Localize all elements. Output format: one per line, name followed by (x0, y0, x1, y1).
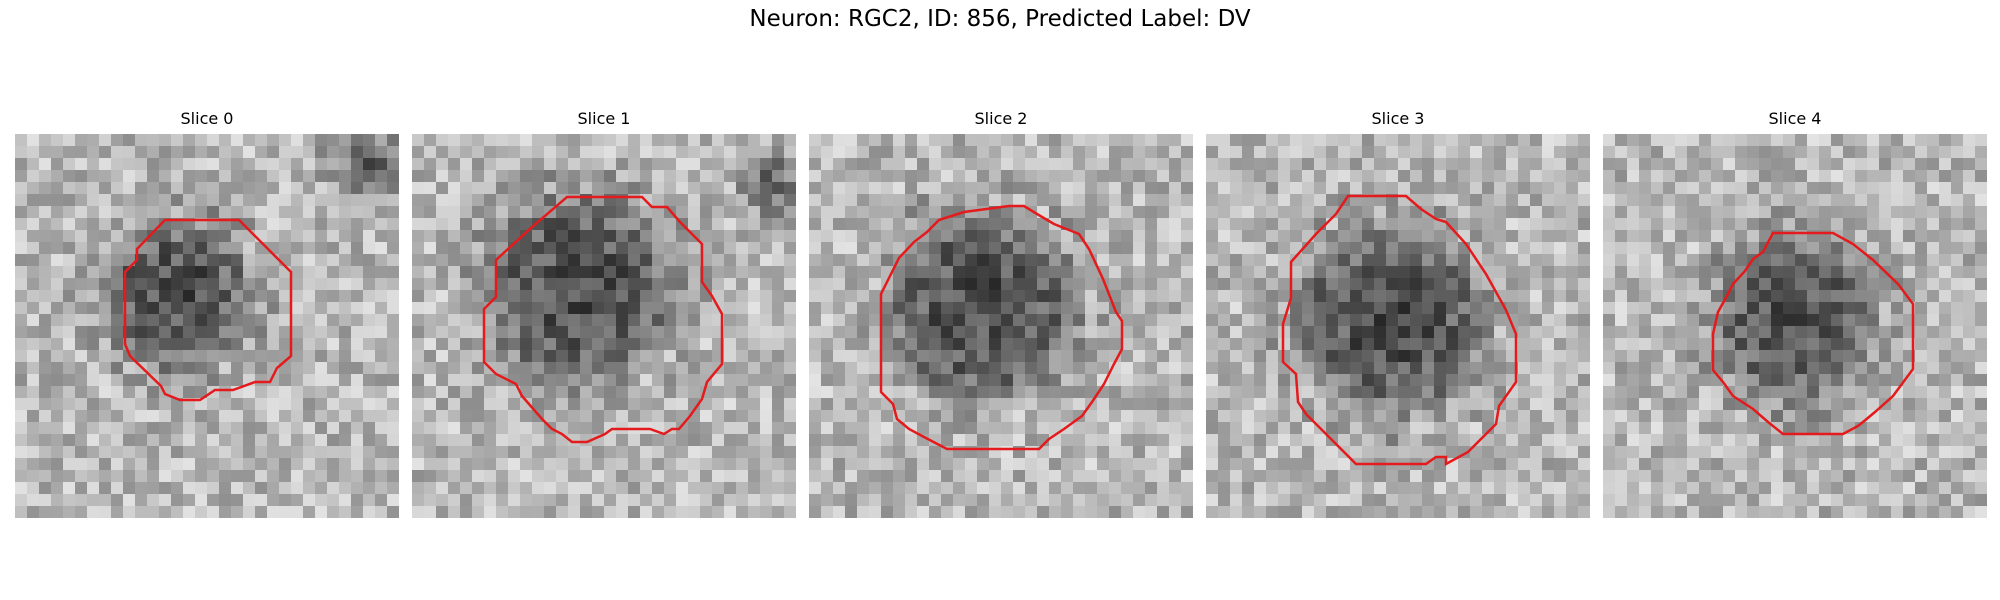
slice-1-image (412, 134, 796, 518)
slice-0-panel (15, 134, 399, 518)
slice-2-contour (879, 204, 1124, 451)
panel-title-slice-3: Slice 3 (1371, 109, 1425, 128)
panel-title-slice-4: Slice 4 (1768, 109, 1822, 128)
panel-title-slice-1: Slice 1 (577, 109, 631, 128)
slice-0-pixels (15, 134, 399, 518)
slice-1-pixels (412, 134, 796, 518)
slice-0-contour (123, 218, 293, 402)
slice-0-image (15, 134, 399, 518)
slice-2-pixels (809, 134, 1193, 518)
slice-4-panel (1603, 134, 1987, 518)
panel-title-slice-0: Slice 0 (180, 109, 234, 128)
figure-title: Neuron: RGC2, ID: 856, Predicted Label: … (749, 6, 1251, 32)
slice-2-image (809, 134, 1193, 518)
slice-3-contour (1281, 194, 1518, 467)
slice-3-image (1206, 134, 1590, 518)
slice-2-panel (809, 134, 1193, 518)
slice-4-image (1603, 134, 1987, 518)
slice-1-contour (482, 195, 724, 444)
slice-1-panel (412, 134, 796, 518)
slice-3-panel (1206, 134, 1590, 518)
slice-4-pixels (1603, 134, 1987, 518)
panel-title-slice-2: Slice 2 (974, 109, 1028, 128)
slice-4-contour (1711, 231, 1915, 436)
slice-3-pixels (1206, 134, 1590, 518)
